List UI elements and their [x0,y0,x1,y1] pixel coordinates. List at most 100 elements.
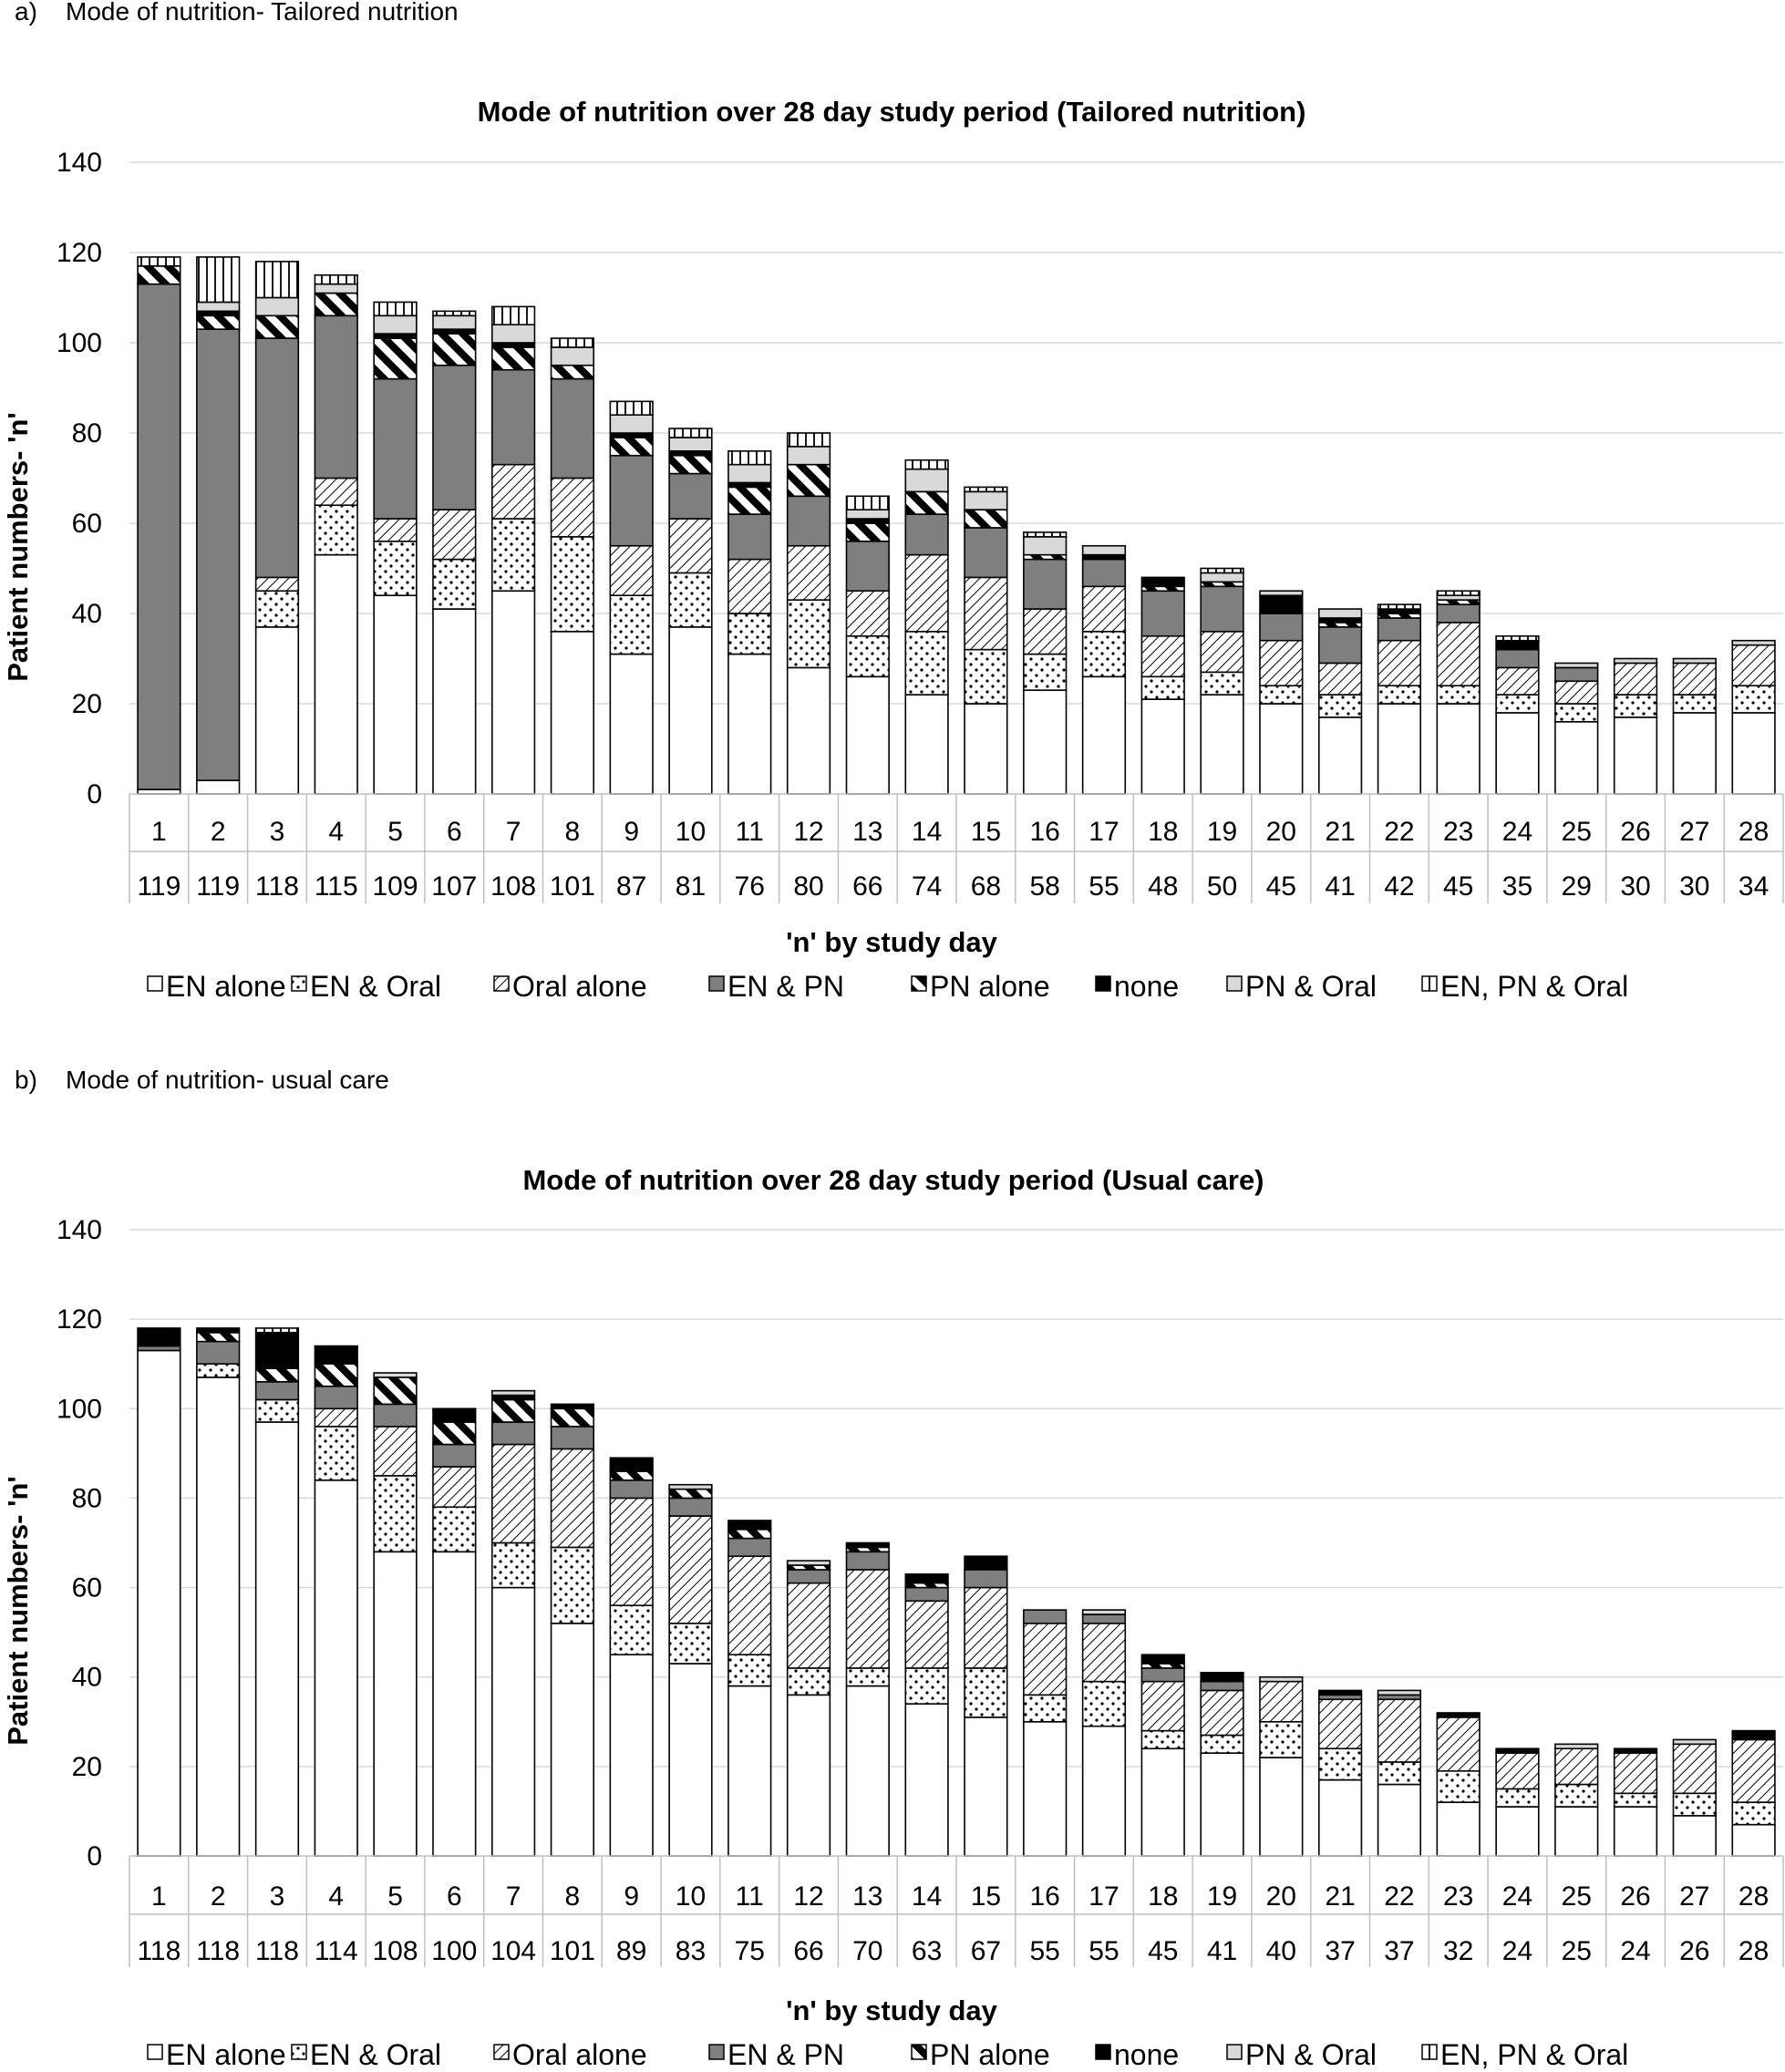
bar-segment-en-and-oral [668,572,713,628]
bar-segment-en-and-oral [609,594,654,655]
bar-segment-en-and-oral [845,1667,890,1687]
bar-segment-en-alone [254,1421,300,1857]
bar-day-6 [432,1407,477,1857]
bar-day-18 [1140,1654,1185,1857]
n-count-label: 55 [1089,871,1119,902]
bar-segment-en-alone [1317,1778,1363,1857]
bar-segment-en-and-oral [1613,694,1658,718]
x-tick-label-day: 5 [387,1881,403,1912]
legend-item-pn-and-oral: PN & Oral [1226,970,1377,1003]
legend-item-en-pn-and-oral: EN, PN & Oral [1421,970,1628,1003]
bar-segment-en-and-pn [1554,666,1599,683]
y-tick-label: 80 [72,418,102,448]
bar-segment-en-and-oral [373,540,418,596]
bar-segment-pn-alone [314,1363,358,1387]
bar-segment-en-and-oral [1672,1792,1717,1817]
n-count-label: 108 [373,1936,418,1966]
legend-label: none [1114,2038,1179,2071]
bar-segment-en-and-pn [904,513,949,556]
x-tick-label-day: 8 [565,1881,581,1912]
bar-segment-en-and-oral [1377,685,1422,705]
chart-a-x-axis-title: 'n' by study day [786,926,998,958]
bar-segment-oral-alone [1554,680,1599,705]
bar-segment-en-alone [490,590,536,795]
bar-segment-en-and-pn [1081,1613,1127,1624]
bar-segment-en-and-pn [609,454,654,547]
bar-segment-oral-alone [668,518,713,574]
bar-segment-none [1200,1672,1244,1683]
bar-segment-en-and-pn [609,1479,654,1500]
bar-segment-en-and-oral [1495,694,1540,714]
y-tick-label: 20 [72,689,102,719]
n-count-label: 24 [1620,1936,1650,1966]
bar-segment-none [904,1573,949,1584]
bar-segment-en-pn-and-oral [373,301,418,317]
bar-segment-oral-alone [727,1555,772,1655]
bar-day-24 [1495,1747,1540,1857]
y-tick-label: 140 [57,148,102,178]
bar-segment-pn-and-oral [373,1372,418,1378]
bar-segment-pn-and-oral [786,1560,831,1566]
bar-segment-en-and-oral [373,1475,418,1553]
bar-segment-en-and-oral [254,590,300,628]
x-tick-label-day: 7 [506,817,521,847]
y-tick-label: 0 [87,1841,102,1871]
legend-label: EN, PN & Oral [1440,970,1628,1003]
chart-b-x-axis-title: 'n' by study day [786,1995,998,2026]
bar-segment-oral-alone [550,477,595,538]
y-tick-label: 40 [72,599,102,629]
legend-swatch [1226,2044,1243,2060]
bar-segment-pn-and-oral [490,324,536,344]
bar-segment-en-alone [727,653,772,795]
bar-day-12 [786,1560,831,1857]
bar-day-13 [845,1541,890,1857]
bar-segment-en-alone [727,1685,772,1857]
bar-segment-en-and-pn [904,1586,949,1603]
legend-item-en-and-oral: EN & Oral [291,2038,441,2071]
bar-segment-en-pn-and-oral [964,486,1008,493]
n-count-label: 26 [1679,1936,1709,1966]
bar-day-3 [254,1327,300,1857]
bar-day-21 [1317,1689,1363,1857]
bar-segment-oral-alone [1023,608,1068,655]
bar-segment-oral-alone [845,1569,890,1669]
bar-segment-pn-alone [196,314,241,330]
bar-segment-en-and-pn [550,1426,595,1450]
n-count-label: 89 [616,1936,646,1966]
legend-item-pn-alone: PN alone [911,970,1050,1003]
bar-segment-none [254,1332,300,1369]
bar-segment-en-and-oral [786,599,831,669]
bar-day-19 [1200,1672,1244,1857]
bar-segment-en-alone [196,779,241,795]
bar-segment-oral-alone [1613,662,1658,696]
bar-segment-en-alone [1317,716,1363,795]
n-count-label: 67 [971,1936,1001,1966]
x-tick-label-day: 27 [1679,1881,1709,1912]
legend-label: PN alone [930,970,1050,1003]
bar-segment-en-and-oral [964,1667,1008,1718]
panel-usual-care: b) Mode of nutrition- usual care Mode of… [2,1066,1784,2071]
bar-segment-pn-alone [254,1367,300,1383]
n-count-label: 45 [1443,871,1473,902]
n-count-label: 118 [255,871,299,902]
x-tick-label-day: 15 [971,1881,1001,1912]
bar-segment-oral-alone [786,1582,831,1669]
bar-segment-pn-alone [668,1488,713,1500]
bar-segment-en-and-oral [254,1398,300,1423]
bar-segment-en-and-pn [550,377,595,479]
bar-day-24 [1495,634,1540,795]
bar-segment-en-pn-and-oral [609,400,654,417]
bar-segment-pn-alone [550,1407,595,1428]
bar-day-12 [786,432,831,795]
bar-day-5 [373,1372,418,1857]
bar-segment-en-and-oral [550,1546,595,1624]
n-count-label: 80 [793,871,823,902]
legend-swatch [911,975,927,992]
bar-day-10 [668,1483,713,1857]
bar-segment-oral-alone [845,590,890,637]
x-tick-label-day: 23 [1443,1881,1473,1912]
bar-segment-oral-alone [490,1443,536,1544]
bar-segment-pn-and-oral [373,314,418,335]
bar-segment-en-and-pn [373,377,418,520]
legend-item-en-and-pn: EN & PN [708,2038,844,2071]
